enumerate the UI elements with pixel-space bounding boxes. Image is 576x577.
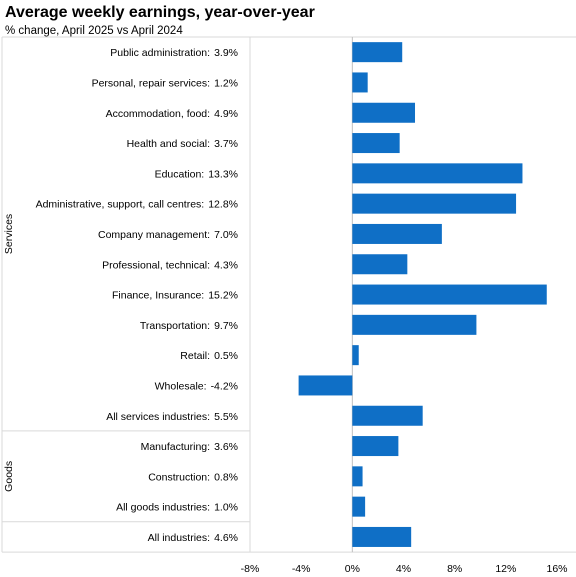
category-value-label: 0.8%	[214, 471, 238, 483]
bar-0-6	[352, 223, 442, 244]
category-value-label: 3.7%	[214, 138, 238, 150]
category-label: Manufacturing: 3.6%	[141, 441, 238, 453]
group-label-goods: Goods	[3, 461, 15, 492]
category-name: Construction:	[148, 471, 210, 483]
category-name: Retail:	[180, 350, 210, 362]
category-label: Accommodation, food: 4.9%	[106, 108, 238, 120]
category-value-label: 3.9%	[214, 47, 238, 59]
category-value-label: 5.5%	[214, 411, 238, 423]
category-label: All industries: 4.6%	[148, 532, 238, 544]
x-axis-ticks: -8% -4% 0% 4% 8% 12% 16%	[241, 563, 568, 575]
category-value-label: -4.2%	[211, 380, 238, 392]
category-name: Public administration:	[110, 47, 210, 59]
category-name: Administrative, support, call centres:	[36, 199, 205, 211]
bar-0-4	[352, 163, 523, 184]
category-label: Administrative, support, call centres: 12…	[36, 199, 238, 211]
category-label: Finance, Insurance: 15.2%	[112, 290, 238, 302]
bar-0-7	[352, 254, 408, 275]
category-label: Professional, technical: 4.3%	[102, 259, 238, 271]
category-name: Professional, technical:	[102, 259, 210, 271]
category-label: Health and social: 3.7%	[127, 138, 238, 150]
category-value-label: 4.3%	[214, 259, 238, 271]
category-name: Education:	[155, 168, 205, 180]
category-name: All services industries:	[106, 411, 210, 423]
bar-0-5	[352, 193, 517, 214]
bar-0-3	[352, 133, 400, 154]
bar-layer	[298, 42, 547, 547]
bar-0-9	[352, 314, 477, 335]
group-label-services: Services	[3, 214, 15, 254]
bar-1-0	[352, 436, 399, 457]
bar-2-0	[352, 526, 412, 547]
chart-frame	[1, 36, 576, 553]
x-tick-label: 4%	[396, 563, 411, 575]
bar-1-2	[352, 496, 366, 517]
bar-0-2	[352, 102, 416, 123]
x-tick-label: -8%	[241, 563, 260, 575]
category-value-label: 9.7%	[214, 320, 238, 332]
category-value-label: 13.3%	[208, 168, 238, 180]
category-value-label: 7.0%	[214, 229, 238, 241]
category-label: Public administration: 3.9%	[110, 47, 238, 59]
category-label: Wholesale: -4.2%	[155, 380, 238, 392]
category-label: Construction: 0.8%	[148, 471, 238, 483]
bar-0-12	[352, 405, 423, 426]
category-value-label: 1.2%	[214, 77, 238, 89]
category-name: Personal, repair services:	[92, 77, 210, 89]
category-label: Education: 13.3%	[155, 168, 238, 180]
category-value-label: 4.9%	[214, 108, 238, 120]
bar-0-1	[352, 72, 368, 93]
category-name: Health and social:	[127, 138, 210, 150]
x-tick-label: 8%	[447, 563, 462, 575]
category-name: All goods industries:	[116, 502, 210, 514]
category-value-label: 15.2%	[208, 290, 238, 302]
category-value-label: 1.0%	[214, 502, 238, 514]
bar-0-11	[298, 375, 353, 396]
category-labels: Public administration: 3.9% Personal, repa…	[36, 47, 238, 544]
category-label: Transportation: 9.7%	[140, 320, 238, 332]
category-label: Personal, repair services: 1.2%	[92, 77, 238, 89]
category-label: All goods industries: 1.0%	[116, 502, 238, 514]
x-tick-label: 0%	[345, 563, 360, 575]
category-value-label: 12.8%	[208, 199, 238, 211]
bar-0-8	[352, 284, 547, 305]
category-label: Company management: 7.0%	[98, 229, 238, 241]
category-value-label: 3.6%	[214, 441, 238, 453]
bar-1-1	[352, 466, 363, 487]
category-name: Finance, Insurance:	[112, 290, 204, 302]
chart-title: Average weekly earnings, year-over-year	[5, 4, 315, 21]
category-name: Accommodation, food:	[106, 108, 210, 120]
category-name: Manufacturing:	[141, 441, 210, 453]
bar-0-10	[352, 345, 359, 366]
category-name: Wholesale:	[155, 380, 207, 392]
x-tick-label: 12%	[495, 563, 516, 575]
category-label: Retail: 0.5%	[180, 350, 238, 362]
category-label: All services industries: 5.5%	[106, 411, 238, 423]
group-labels: Services Goods	[3, 214, 15, 492]
category-value-label: 0.5%	[214, 350, 238, 362]
chart-subtitle: % change, April 2025 vs April 2024	[5, 25, 183, 37]
bar-0-0	[352, 42, 403, 63]
x-tick-label: 16%	[546, 563, 567, 575]
category-name: Transportation:	[140, 320, 210, 332]
x-tick-label: -4%	[292, 563, 311, 575]
category-value-label: 4.6%	[214, 532, 238, 544]
category-name: All industries:	[148, 532, 210, 544]
category-name: Company management:	[98, 229, 210, 241]
